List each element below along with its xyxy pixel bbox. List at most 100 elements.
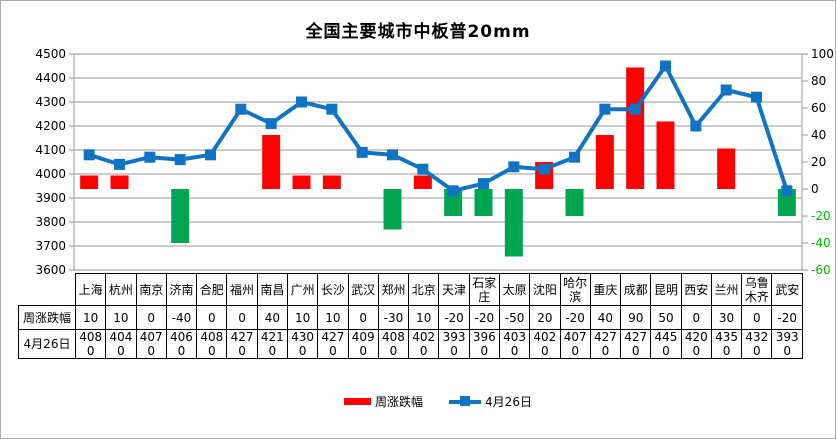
- line-marker-杭州: [114, 158, 125, 170]
- chart-legend: 周涨跌幅 4月26日: [74, 391, 802, 411]
- value-cell-兰州: 30: [710, 305, 743, 330]
- right-axis-label: 100: [811, 47, 834, 61]
- bar-石家庄: [474, 189, 493, 216]
- city-header-cell: 上海: [74, 273, 107, 306]
- value-cell-武汉: 4090: [347, 329, 379, 359]
- value-cell-济南: 4060: [165, 329, 198, 359]
- line-marker-武汉: [356, 146, 368, 158]
- line-marker-上海: [83, 149, 95, 161]
- value-cell-乌鲁木齐: 0: [741, 305, 773, 330]
- bar-南昌: [262, 135, 281, 189]
- left-axis-label: 4000: [35, 167, 66, 181]
- bar-郑州: [383, 189, 402, 230]
- value-cell-石家庄: 3960: [468, 329, 500, 359]
- bar-长沙: [322, 175, 341, 189]
- line-marker-昆明: [660, 60, 671, 72]
- legend-bar-swatch-icon: [344, 397, 372, 405]
- city-header-cell: 合肥: [196, 273, 228, 306]
- line-marker-福州: [235, 103, 247, 115]
- left-axis-label: 3900: [35, 191, 66, 205]
- bar-昆明: [656, 121, 675, 189]
- legend-line-swatch-icon: [449, 395, 482, 407]
- bar-北京: [413, 175, 432, 189]
- left-axis-label: 4200: [35, 119, 66, 133]
- value-cell-长沙: 10: [317, 305, 349, 330]
- right-axis-label: 40: [811, 128, 826, 142]
- left-axis-label: 4400: [35, 71, 66, 85]
- left-axis-label: 4100: [35, 143, 66, 157]
- line-marker-重庆: [599, 103, 611, 115]
- bar-重庆: [595, 135, 614, 189]
- legend-item-line: 4月26日: [449, 393, 532, 410]
- bar-上海: [80, 175, 99, 189]
- value-cell-武安: -20: [771, 305, 803, 330]
- left-axis-label: 4500: [35, 47, 66, 61]
- bar-哈尔滨: [565, 189, 584, 216]
- value-cell-沈阳: 20: [529, 305, 561, 330]
- value-cell-南京: 4070: [135, 329, 167, 359]
- legend-bar-label: 周涨跌幅: [375, 394, 424, 409]
- line-marker-成都: [629, 103, 641, 115]
- right-axis-label: -60: [811, 263, 831, 277]
- value-cell-天津: 3930: [438, 329, 470, 359]
- line-marker-沈阳: [538, 163, 550, 175]
- city-header-cell: 郑州: [377, 273, 410, 306]
- right-axis-label: 20: [811, 155, 826, 169]
- city-header-cell: 南京: [135, 273, 167, 306]
- city-header-cell: 长沙: [317, 273, 349, 306]
- value-cell-成都: 4270: [620, 329, 652, 359]
- value-cell-重庆: 4270: [589, 329, 622, 359]
- city-header-cell: 昆明: [650, 273, 682, 306]
- city-header-cell: 乌鲁木齐: [741, 273, 773, 306]
- value-cell-武汉: 0: [347, 305, 379, 330]
- value-cell-太原: -50: [498, 305, 531, 330]
- bar-兰州: [717, 148, 736, 189]
- value-cell-太原: 4030: [498, 329, 531, 359]
- value-cell-广州: 10: [286, 305, 319, 330]
- city-header-cell: 北京: [408, 273, 440, 306]
- line-marker-济南: [174, 154, 186, 166]
- line-series: [88, 64, 789, 193]
- value-cell-合肥: 4080: [196, 329, 228, 359]
- left-axis-label: 4300: [35, 95, 66, 109]
- line-marker-太原: [508, 161, 520, 173]
- value-cell-石家庄: -20: [468, 305, 500, 330]
- line-marker-西安: [690, 120, 702, 132]
- value-cell-郑州: -30: [377, 305, 410, 330]
- bar-成都: [626, 67, 645, 189]
- value-cell-重庆: 40: [589, 305, 622, 330]
- city-header-cell: 福州: [226, 273, 258, 306]
- line-marker-长沙: [326, 103, 338, 115]
- right-axis-label: 60: [811, 101, 826, 115]
- value-cell-哈尔滨: 4070: [559, 329, 591, 359]
- line-marker-哈尔滨: [569, 151, 580, 163]
- right-axis-label: -40: [811, 236, 831, 250]
- line-marker-广州: [296, 96, 307, 108]
- row-label-cell: 周涨跌幅: [18, 305, 76, 330]
- legend-item-bar: 周涨跌幅: [344, 393, 423, 410]
- value-cell-天津: -20: [438, 305, 470, 330]
- value-cell-昆明: 50: [650, 305, 682, 330]
- city-header-cell: 南昌: [256, 273, 288, 306]
- value-cell-杭州: 10: [105, 305, 137, 330]
- value-cell-上海: 10: [74, 305, 107, 330]
- right-axis-label: 80: [811, 74, 826, 88]
- city-header-cell: 石家庄: [468, 273, 500, 306]
- line-marker-南昌: [265, 118, 277, 130]
- value-cell-北京: 10: [408, 305, 440, 330]
- line-marker-乌鲁木齐: [751, 91, 762, 103]
- value-cell-成都: 90: [620, 305, 652, 330]
- city-header-cell: 广州: [286, 273, 319, 306]
- bar-广州: [292, 175, 311, 189]
- city-header-cell: 太原: [498, 273, 531, 306]
- city-header-cell: 兰州: [710, 273, 743, 306]
- value-cell-南昌: 4210: [256, 329, 288, 359]
- value-cell-济南: -40: [165, 305, 198, 330]
- city-header-cell: 杭州: [105, 273, 137, 306]
- value-cell-上海: 4080: [74, 329, 107, 359]
- line-marker-石家庄: [478, 178, 489, 190]
- value-cell-沈阳: 4020: [529, 329, 561, 359]
- value-cell-武安: 3930: [771, 329, 803, 359]
